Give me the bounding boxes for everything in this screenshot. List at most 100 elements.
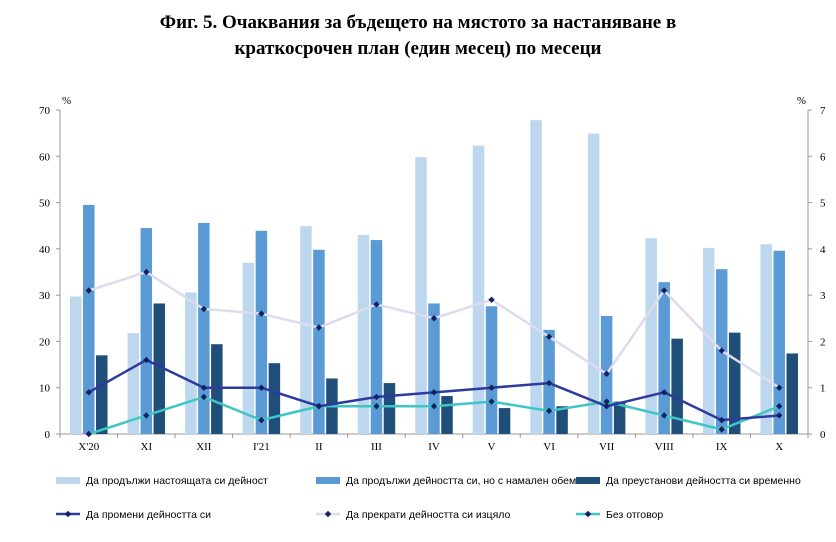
legend-marker-line-2 xyxy=(324,510,332,518)
bar-2-3 xyxy=(198,222,210,434)
line-marker-2-7 xyxy=(430,315,438,322)
right-axis-unit: % xyxy=(797,95,806,107)
line-marker-1-7 xyxy=(430,389,438,396)
bars-layer xyxy=(70,120,798,434)
line-marker-1-5 xyxy=(315,403,323,410)
legend-label-bar-2: Да продължи дейността си, но с намален о… xyxy=(346,475,576,487)
bar-3-6 xyxy=(383,383,396,434)
x-category-label: VI xyxy=(543,441,555,453)
left-tick-label: 70 xyxy=(39,105,51,117)
right-tick-label: 2 xyxy=(820,336,826,348)
bar-1-2 xyxy=(127,333,140,434)
bar-2-11 xyxy=(658,282,670,434)
line-marker-1-4 xyxy=(258,384,265,391)
bar-3-9 xyxy=(556,406,568,434)
bar-1-5 xyxy=(300,226,312,434)
line-marker-3-4 xyxy=(258,416,265,424)
bar-3-10 xyxy=(613,401,626,434)
bar-2-1 xyxy=(83,204,95,434)
line-marker-2-6 xyxy=(373,301,380,308)
line-marker-2-11 xyxy=(660,287,668,294)
right-tick-label: 4 xyxy=(820,244,826,256)
bar-1-11 xyxy=(645,238,657,434)
left-tick-label: 40 xyxy=(39,244,51,256)
bar-3-4 xyxy=(268,363,281,434)
bar-1-6 xyxy=(357,234,370,434)
line-marker-3-3 xyxy=(200,393,208,401)
right-tick-label: 5 xyxy=(820,198,826,210)
bar-2-13 xyxy=(773,250,785,434)
legend-label-line-1: Да промени дейността си xyxy=(86,509,211,521)
left-tick-label: 50 xyxy=(39,198,51,210)
line-marker-2-13 xyxy=(776,384,783,391)
line-marker-2-9 xyxy=(545,333,553,340)
bar-2-2 xyxy=(140,228,153,434)
x-category-label: XI xyxy=(141,441,153,453)
bar-2-5 xyxy=(313,249,325,434)
x-category-label: X'20 xyxy=(78,441,99,453)
left-tick-label: 10 xyxy=(39,383,51,395)
x-category-label: VII xyxy=(599,441,615,453)
x-category-label: IX xyxy=(716,441,728,453)
line-marker-2-3 xyxy=(200,305,208,313)
legend-marker-line-1 xyxy=(64,510,72,518)
line-marker-1-12 xyxy=(718,416,725,424)
line-marker-1-1 xyxy=(85,389,92,396)
left-tick-label: 20 xyxy=(39,336,51,348)
right-tick-label: 7 xyxy=(820,105,826,117)
line-marker-3-12 xyxy=(718,426,725,433)
line-marker-1-11 xyxy=(660,389,668,396)
line-marker-1-6 xyxy=(373,393,380,401)
bar-3-3 xyxy=(211,344,223,434)
x-category-label: II xyxy=(315,441,323,453)
legend-marker-line-3 xyxy=(584,510,592,518)
legend-label-bar-1: Да продължи настоящата си дейност xyxy=(86,475,268,487)
x-category-label: III xyxy=(371,441,382,453)
chart-title-line-1: Фиг. 5. Очаквания за бъдещето на мястото… xyxy=(159,12,677,33)
legend-label-line-3: Без отговор xyxy=(606,509,663,521)
right-tick-label: 1 xyxy=(820,383,826,395)
line-marker-2-10 xyxy=(603,370,610,378)
bar-1-8 xyxy=(472,145,485,434)
line-marker-2-12 xyxy=(718,347,725,354)
left-tick-label: 0 xyxy=(45,429,51,441)
lines-layer xyxy=(85,268,783,438)
bar-1-13 xyxy=(760,244,772,434)
bar-3-2 xyxy=(153,303,166,434)
x-category-label: VIII xyxy=(655,441,674,453)
left-tick-label: 60 xyxy=(39,151,51,163)
chart-title: Фиг. 5. Очаквания за бъдещето на мястото… xyxy=(0,10,836,62)
x-category-label: X xyxy=(775,441,783,453)
bar-1-7 xyxy=(415,157,427,434)
line-marker-3-7 xyxy=(430,403,438,410)
bar-3-13 xyxy=(786,353,798,434)
legend-swatch-bar-3 xyxy=(576,477,600,484)
line-marker-3-9 xyxy=(545,407,553,415)
line-marker-2-4 xyxy=(258,310,265,317)
line-marker-2-5 xyxy=(315,324,323,331)
bar-3-1 xyxy=(96,355,108,434)
line-marker-3-6 xyxy=(373,403,380,410)
line-marker-1-13 xyxy=(776,412,783,419)
bar-2-6 xyxy=(370,240,383,434)
line-marker-3-8 xyxy=(488,398,495,405)
bar-3-8 xyxy=(498,408,511,434)
bar-1-4 xyxy=(242,262,255,434)
right-tick-label: 0 xyxy=(820,429,826,441)
bar-1-1 xyxy=(70,296,82,434)
line-marker-1-2 xyxy=(143,356,150,364)
chart-title-line-2: краткосрочен план (един месец) по месеци xyxy=(234,38,602,59)
bar-1-3 xyxy=(185,292,197,434)
line-marker-2-2 xyxy=(143,268,150,276)
bar-2-8 xyxy=(485,306,498,434)
line-marker-3-10 xyxy=(603,398,610,405)
bar-3-7 xyxy=(441,396,453,434)
line-marker-1-10 xyxy=(603,403,610,410)
legend-swatch-bar-1 xyxy=(56,477,80,484)
legend-layer: Да продължи настоящата си дейност Да прод… xyxy=(56,475,801,521)
x-category-label: I'21 xyxy=(253,441,270,453)
legend-label-line-2: Да прекрати дейността си изцяло xyxy=(346,509,510,521)
bar-2-7 xyxy=(428,303,440,434)
